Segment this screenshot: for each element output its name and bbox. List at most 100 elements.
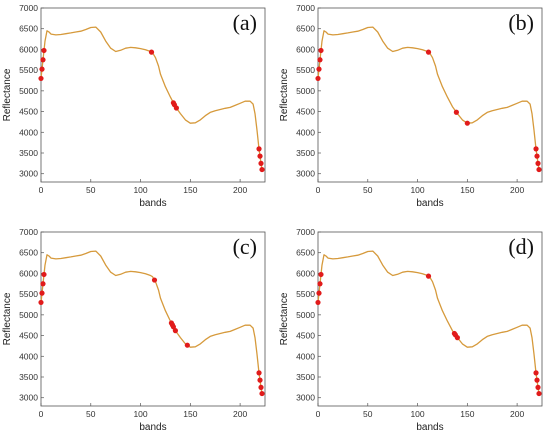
y-tick-label: 4000 xyxy=(296,127,315,137)
x-tick-label: 50 xyxy=(363,409,373,419)
y-tick-label: 5000 xyxy=(19,310,38,320)
y-tick-label: 7000 xyxy=(296,227,315,237)
plot-frame xyxy=(317,231,543,407)
x-tick-label: 200 xyxy=(233,185,247,195)
panel-label: (a) xyxy=(233,10,257,35)
selected-band-point xyxy=(464,120,470,126)
selected-band-point xyxy=(534,377,540,383)
x-tick-label: 100 xyxy=(133,409,147,419)
y-tick-label: 6500 xyxy=(19,24,38,34)
chart-panel-3: 3000 3500 4000 4500 5000 5500 6000 6500 7000 0 50 1… xyxy=(2,227,266,433)
y-axis-label: Reflectance xyxy=(279,68,290,121)
selected-band-point xyxy=(39,290,45,296)
selected-band-point xyxy=(536,390,542,397)
y-tick-label: 4000 xyxy=(19,127,38,137)
y-tick-label: 5000 xyxy=(296,86,315,96)
x-tick-label: 200 xyxy=(510,185,524,195)
y-tick-label: 3000 xyxy=(296,393,315,403)
y-tick-label: 3500 xyxy=(296,372,315,382)
selected-band-point xyxy=(38,75,44,82)
plot-frame xyxy=(40,231,266,407)
selected-band-point xyxy=(534,153,540,159)
selected-band-point xyxy=(315,299,321,306)
y-tick-label: 7000 xyxy=(19,227,38,237)
selected-band-point xyxy=(173,105,179,111)
y-axis-label: Reflectance xyxy=(2,292,13,345)
x-axis-label: bands xyxy=(139,422,166,433)
selected-band-point xyxy=(39,66,45,72)
chart-panel-1: 3000 3500 4000 4500 5000 5500 6000 6500 7000 0 50 1… xyxy=(2,3,266,209)
selected-band-point xyxy=(256,146,262,152)
y-tick-label: 3500 xyxy=(19,148,38,158)
x-tick-label: 100 xyxy=(410,409,424,419)
x-tick-label: 150 xyxy=(460,409,474,419)
selected-band-point xyxy=(258,384,264,390)
panel-label: (b) xyxy=(508,10,534,35)
selected-band-point xyxy=(170,324,177,330)
spectrum-line xyxy=(317,26,540,170)
spectrum-line xyxy=(317,250,540,394)
y-tick-label: 4000 xyxy=(19,351,38,361)
y-tick-label: 5500 xyxy=(19,289,38,299)
x-axis-label: bands xyxy=(416,198,443,209)
x-tick-label: 150 xyxy=(460,185,474,195)
y-tick-label: 4500 xyxy=(296,107,315,117)
selected-band-point xyxy=(453,109,459,115)
y-tick-label: 4000 xyxy=(296,351,315,361)
y-tick-label: 5000 xyxy=(19,86,38,96)
y-tick-label: 5500 xyxy=(296,65,315,75)
selected-band-point xyxy=(259,390,265,397)
selected-band-point xyxy=(535,384,541,390)
selected-band-point xyxy=(172,328,178,334)
selected-band-point xyxy=(425,273,432,279)
selected-band-point xyxy=(257,153,263,159)
selected-band-point xyxy=(317,57,323,63)
y-tick-label: 3000 xyxy=(19,393,38,403)
selected-band-point xyxy=(425,49,432,55)
selected-band-point xyxy=(533,146,539,152)
x-tick-label: 0 xyxy=(39,409,44,419)
y-tick-label: 3000 xyxy=(19,169,38,179)
selected-band-point xyxy=(315,75,321,82)
x-tick-label: 50 xyxy=(363,185,373,195)
selected-band-point xyxy=(316,290,322,296)
y-tick-label: 6000 xyxy=(19,44,38,54)
selected-band-point xyxy=(535,160,541,166)
selected-band-point xyxy=(536,166,542,173)
y-tick-label: 5500 xyxy=(296,289,315,299)
y-axis-label: Reflectance xyxy=(2,68,13,121)
plot-frame xyxy=(40,7,266,183)
spectrum-line xyxy=(40,250,263,394)
spectrum-line xyxy=(40,26,263,170)
y-tick-label: 7000 xyxy=(19,3,38,13)
y-tick-label: 6000 xyxy=(296,44,315,54)
x-tick-label: 100 xyxy=(133,185,147,195)
plot-frame xyxy=(317,7,543,183)
selected-band-point xyxy=(38,299,44,306)
y-tick-label: 5000 xyxy=(296,310,315,320)
y-tick-label: 5500 xyxy=(19,65,38,75)
chart-panel-4: 3000 3500 4000 4500 5000 5500 6000 6500 7000 0 50 1… xyxy=(279,227,543,433)
selected-band-point xyxy=(41,271,47,278)
x-tick-label: 0 xyxy=(316,409,321,419)
x-tick-label: 0 xyxy=(316,185,321,195)
x-tick-label: 0 xyxy=(39,185,44,195)
selected-band-point xyxy=(533,370,539,376)
panel-label: (c) xyxy=(233,234,257,259)
selected-band-point xyxy=(256,370,262,376)
y-tick-label: 6500 xyxy=(19,248,38,258)
x-tick-label: 200 xyxy=(233,409,247,419)
x-tick-label: 200 xyxy=(510,409,524,419)
y-tick-label: 6500 xyxy=(296,24,315,34)
selected-band-point xyxy=(151,277,158,283)
x-axis-label: bands xyxy=(139,198,166,209)
y-tick-label: 3500 xyxy=(296,148,315,158)
x-tick-label: 50 xyxy=(86,409,96,419)
x-axis-label: bands xyxy=(416,422,443,433)
selected-band-point xyxy=(41,47,47,54)
selected-band-point xyxy=(40,281,46,287)
y-tick-label: 4500 xyxy=(296,331,315,341)
x-tick-label: 150 xyxy=(183,185,197,195)
selected-band-point xyxy=(317,281,323,287)
